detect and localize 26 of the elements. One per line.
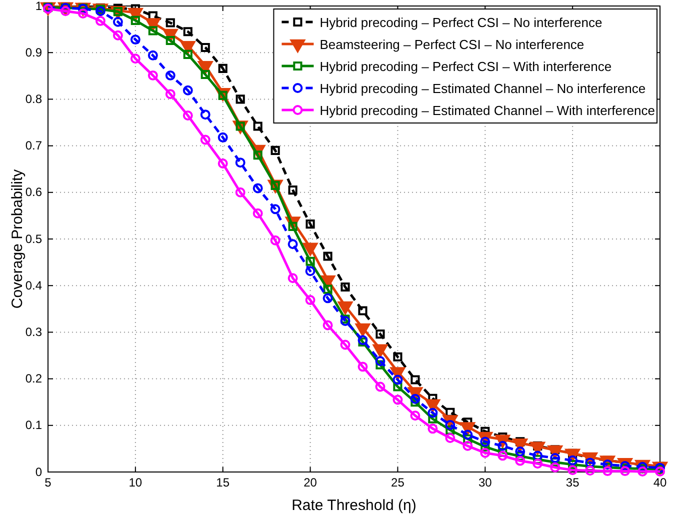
x-axis-title: Rate Threshold (η)	[292, 497, 416, 514]
legend-label: Hybrid precoding – Perfect CSI – With interference	[320, 59, 612, 74]
y-axis-title: Coverage Probability	[9, 168, 26, 309]
x-tick-label: 40	[653, 476, 667, 490]
y-tick-label: 0.7	[25, 138, 42, 153]
y-tick-label: 0.2	[25, 372, 42, 386]
y-tick-label: 0.4	[25, 278, 42, 292]
y-tick-label: 0.5	[25, 232, 42, 246]
y-tick-label: 0.8	[25, 92, 42, 106]
legend-label: Beamsteering – Perfect CSI – No interference	[320, 37, 584, 52]
legend-label: Hybrid precoding – Estimated Channel – With interference	[320, 103, 655, 118]
x-tick-label: 30	[478, 476, 492, 490]
legend-label: Hybrid precoding – Perfect CSI – No interference	[320, 15, 602, 30]
x-tick-label: 10	[128, 476, 142, 490]
x-tick-label: 35	[566, 476, 580, 490]
y-tick-label: 0.3	[25, 325, 42, 340]
y-tick-label: 0.9	[25, 45, 42, 60]
x-tick-label: 25	[391, 476, 405, 490]
legend-label: Hybrid precoding – Estimated Channel – No interference	[320, 81, 646, 96]
y-tick-label: 1	[35, 0, 42, 13]
x-tick-label: 5	[44, 476, 52, 490]
y-tick-label: 0.6	[25, 185, 42, 200]
x-tick-label: 15	[216, 476, 230, 490]
y-tick-label: 0	[35, 464, 42, 479]
x-tick-label: 20	[304, 476, 318, 490]
y-tick-label: 0.1	[25, 418, 42, 432]
